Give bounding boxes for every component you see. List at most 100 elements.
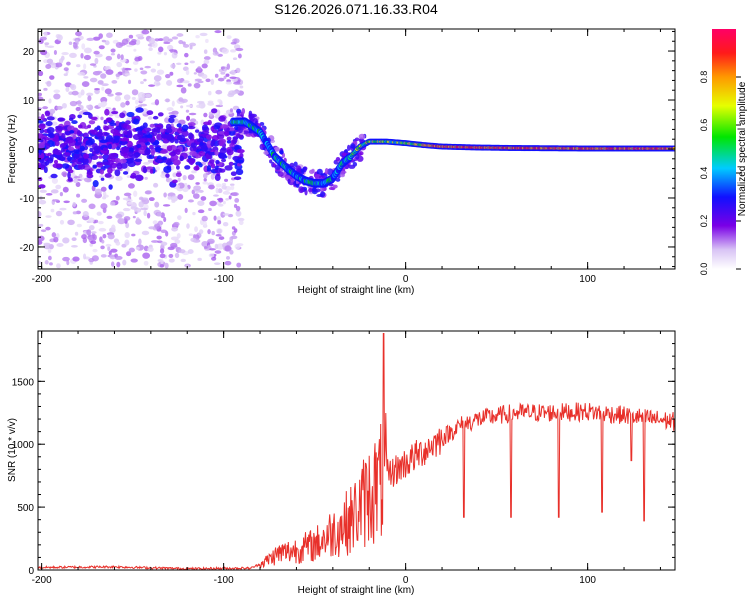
tick-label: 10 xyxy=(23,96,35,107)
heatmap-cell xyxy=(157,158,163,163)
heatmap-cell xyxy=(230,185,235,191)
heatmap-cell xyxy=(105,69,114,75)
heatmap-cell xyxy=(140,207,148,211)
heatmap-cell xyxy=(51,177,59,184)
heatmap-cell xyxy=(215,187,219,194)
heatmap-cell xyxy=(217,188,223,194)
heatmap-cell xyxy=(217,220,222,225)
heatmap-cell xyxy=(83,47,92,54)
heatmap-cell xyxy=(213,142,220,147)
heatmap-cell xyxy=(226,35,232,40)
heatmap-cell xyxy=(226,140,232,144)
heatmap-cell xyxy=(49,154,54,162)
heatmap-cell xyxy=(114,169,121,177)
heatmap-cell xyxy=(186,223,190,229)
heatmap-cell xyxy=(89,77,98,83)
heatmap-cell xyxy=(109,122,117,126)
heatmap-cell xyxy=(210,162,216,169)
heatmap-cell xyxy=(203,121,210,126)
heatmap-cell xyxy=(302,166,307,173)
heatmap-cell xyxy=(201,124,209,131)
heatmap-cell xyxy=(209,248,216,251)
heatmap-cell xyxy=(193,185,202,191)
heatmap-cell xyxy=(154,222,161,230)
heatmap-cell xyxy=(173,221,180,227)
heatmap-cell xyxy=(196,100,205,104)
heatmap-cell xyxy=(180,87,187,94)
heatmap-cell xyxy=(162,36,170,43)
snr-frame xyxy=(37,330,676,571)
heatmap-cell xyxy=(358,133,366,140)
heatmap-cell xyxy=(174,252,180,259)
heatmap-cell xyxy=(218,115,226,122)
heatmap-cell xyxy=(233,228,238,233)
heatmap-cell xyxy=(144,176,148,180)
heatmap-cell xyxy=(68,41,73,46)
heatmap-cell xyxy=(166,80,173,86)
heatmap-cell xyxy=(187,174,195,181)
heatmap-cell xyxy=(76,130,83,135)
heatmap-cell xyxy=(49,75,55,80)
heatmap-cell xyxy=(134,158,143,162)
heatmap-cell xyxy=(61,133,66,140)
heatmap-cell xyxy=(215,234,222,237)
figure-title: S126.2026.071.16.33.R04 xyxy=(274,1,438,17)
heatmap-cell xyxy=(160,259,164,265)
heatmap-cell xyxy=(163,217,167,223)
heatmap-cell xyxy=(198,189,204,193)
heatmap-cell xyxy=(223,75,227,80)
heatmap-cell xyxy=(326,168,334,176)
heatmap-cell xyxy=(229,108,234,113)
heatmap-cell xyxy=(146,110,154,116)
heatmap-cell xyxy=(69,129,75,134)
heatmap-cell xyxy=(69,52,77,59)
heatmap-cell xyxy=(109,162,118,169)
heatmap-cell xyxy=(53,236,59,243)
heatmap-cell xyxy=(122,67,126,74)
tick-label: 1000 xyxy=(12,440,35,451)
heatmap-cell xyxy=(67,155,72,162)
heatmap-cell xyxy=(111,261,115,267)
heatmap-cell xyxy=(38,223,44,227)
heatmap-cell xyxy=(107,167,113,174)
heatmap-cell xyxy=(135,99,139,105)
heatmap-cell xyxy=(86,92,94,97)
heatmap-cell xyxy=(61,163,70,169)
heatmap-cell xyxy=(96,211,102,216)
heatmap-cell xyxy=(77,114,83,119)
heatmap-cell xyxy=(92,248,98,253)
heatmap-cell xyxy=(63,200,70,204)
heatmap-cell xyxy=(100,186,107,192)
tick-label: -10 xyxy=(20,194,35,205)
heatmap-cell xyxy=(203,246,208,249)
heatmap-cell xyxy=(171,100,175,107)
heatmap-cell xyxy=(116,61,123,68)
heatmap-cell xyxy=(128,79,132,85)
heatmap-cell xyxy=(63,73,68,77)
heatmap-cell xyxy=(88,136,93,141)
heatmap-cell xyxy=(147,159,155,163)
tick-label: 0.2 xyxy=(699,215,709,228)
heatmap-cell xyxy=(45,226,51,231)
heatmap-cell xyxy=(92,180,99,188)
heatmap-cell xyxy=(146,134,153,139)
heatmap-cell xyxy=(211,108,218,114)
heatmap-cell xyxy=(40,152,45,159)
heatmap-cell xyxy=(47,248,52,254)
heatmap-cell xyxy=(115,92,123,96)
heatmap-cell xyxy=(155,166,160,171)
heatmap-cell xyxy=(88,120,96,125)
heatmap-cell xyxy=(100,245,105,250)
heatmap-cell xyxy=(111,80,118,84)
heatmap-cell xyxy=(144,190,152,195)
heatmap-cell xyxy=(67,146,75,151)
heatmap-cell xyxy=(229,238,234,245)
heatmap-cell xyxy=(130,172,137,179)
heatmap-cell xyxy=(56,105,63,110)
heatmap-cell xyxy=(64,131,71,136)
heatmap-cell xyxy=(171,199,176,203)
heatmap-cell xyxy=(135,34,144,38)
heatmap-cell xyxy=(233,176,242,181)
heatmap-cell xyxy=(133,190,138,197)
heatmap-cell xyxy=(188,132,194,140)
